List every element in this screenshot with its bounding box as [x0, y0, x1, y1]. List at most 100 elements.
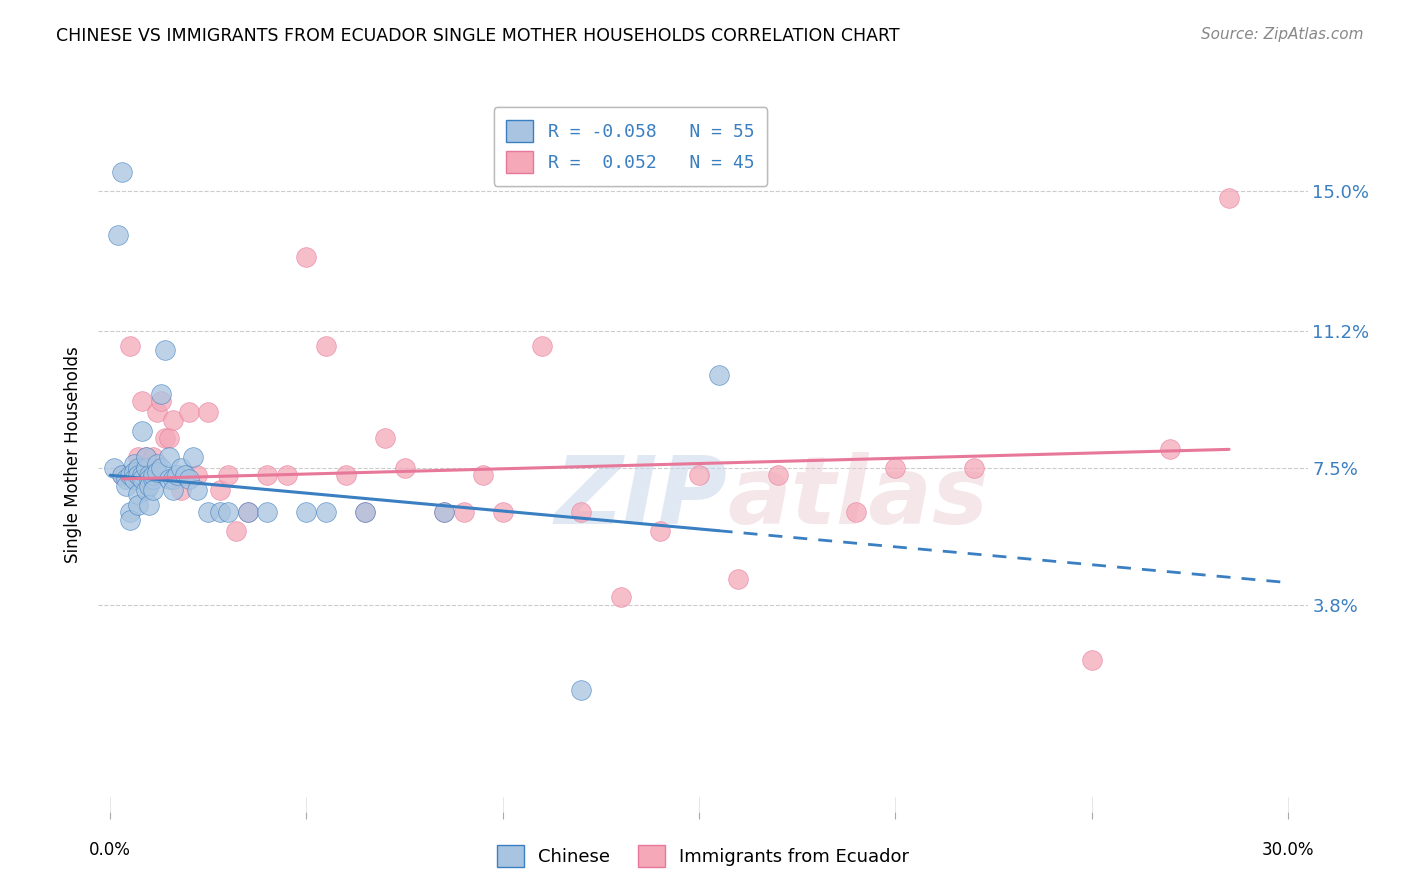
- Point: [146, 405, 169, 419]
- Point: [127, 487, 149, 501]
- Point: [146, 465, 169, 479]
- Text: CHINESE VS IMMIGRANTS FROM ECUADOR SINGLE MOTHER HOUSEHOLDS CORRELATION CHART: CHINESE VS IMMIGRANTS FROM ECUADOR SINGL…: [56, 27, 900, 45]
- Point: [217, 505, 239, 519]
- Point: [433, 505, 456, 519]
- Point: [766, 468, 789, 483]
- Point: [135, 461, 157, 475]
- Point: [236, 505, 259, 519]
- Point: [131, 394, 153, 409]
- Point: [131, 468, 153, 483]
- Point: [256, 505, 278, 519]
- Point: [162, 483, 184, 497]
- Text: atlas: atlas: [727, 451, 988, 544]
- Point: [138, 461, 160, 475]
- Point: [225, 524, 247, 538]
- Point: [107, 227, 129, 242]
- Point: [157, 431, 180, 445]
- Point: [688, 468, 710, 483]
- Point: [173, 468, 195, 483]
- Point: [186, 483, 208, 497]
- Point: [609, 591, 631, 605]
- Point: [118, 339, 141, 353]
- Point: [177, 472, 200, 486]
- Point: [115, 472, 138, 486]
- Point: [394, 461, 416, 475]
- Point: [453, 505, 475, 519]
- Point: [181, 450, 204, 464]
- Point: [197, 505, 219, 519]
- Point: [209, 483, 232, 497]
- Legend: Chinese, Immigrants from Ecuador: Chinese, Immigrants from Ecuador: [489, 838, 917, 874]
- Point: [150, 394, 173, 409]
- Point: [150, 461, 173, 475]
- Point: [569, 682, 592, 697]
- Point: [142, 472, 165, 486]
- Point: [492, 505, 515, 519]
- Point: [197, 405, 219, 419]
- Point: [569, 505, 592, 519]
- Text: Source: ZipAtlas.com: Source: ZipAtlas.com: [1201, 27, 1364, 42]
- Point: [135, 450, 157, 464]
- Point: [138, 479, 160, 493]
- Point: [315, 339, 337, 353]
- Point: [127, 450, 149, 464]
- Point: [295, 505, 318, 519]
- Point: [170, 461, 193, 475]
- Point: [177, 405, 200, 419]
- Point: [150, 387, 173, 401]
- Point: [118, 513, 141, 527]
- Point: [884, 461, 907, 475]
- Point: [138, 472, 160, 486]
- Point: [131, 424, 153, 438]
- Point: [138, 468, 160, 483]
- Point: [153, 431, 176, 445]
- Point: [276, 468, 298, 483]
- Point: [1080, 653, 1102, 667]
- Point: [170, 483, 193, 497]
- Point: [531, 339, 554, 353]
- Point: [127, 498, 149, 512]
- Point: [142, 468, 165, 483]
- Point: [122, 457, 145, 471]
- Point: [111, 165, 134, 179]
- Point: [1159, 442, 1181, 457]
- Point: [157, 450, 180, 464]
- Point: [295, 250, 318, 264]
- Point: [354, 505, 377, 519]
- Legend: R = -0.058   N = 55, R =  0.052   N = 45: R = -0.058 N = 55, R = 0.052 N = 45: [494, 107, 768, 186]
- Point: [354, 505, 377, 519]
- Point: [122, 465, 145, 479]
- Y-axis label: Single Mother Households: Single Mother Households: [65, 347, 83, 563]
- Point: [648, 524, 671, 538]
- Point: [845, 505, 868, 519]
- Point: [111, 468, 134, 483]
- Point: [127, 468, 149, 483]
- Point: [115, 479, 138, 493]
- Point: [186, 468, 208, 483]
- Point: [162, 472, 184, 486]
- Point: [315, 505, 337, 519]
- Point: [707, 368, 730, 383]
- Point: [142, 483, 165, 497]
- Point: [1218, 191, 1240, 205]
- Point: [236, 505, 259, 519]
- Point: [153, 343, 176, 357]
- Point: [472, 468, 495, 483]
- Point: [433, 505, 456, 519]
- Point: [122, 472, 145, 486]
- Point: [146, 457, 169, 471]
- Point: [209, 505, 232, 519]
- Point: [963, 461, 986, 475]
- Text: ZIP: ZIP: [554, 451, 727, 544]
- Point: [118, 505, 141, 519]
- Point: [157, 472, 180, 486]
- Point: [127, 461, 149, 475]
- Text: 30.0%: 30.0%: [1261, 841, 1315, 859]
- Point: [166, 468, 188, 483]
- Point: [256, 468, 278, 483]
- Point: [138, 498, 160, 512]
- Point: [217, 468, 239, 483]
- Point: [135, 450, 157, 464]
- Point: [374, 431, 396, 445]
- Point: [135, 483, 157, 497]
